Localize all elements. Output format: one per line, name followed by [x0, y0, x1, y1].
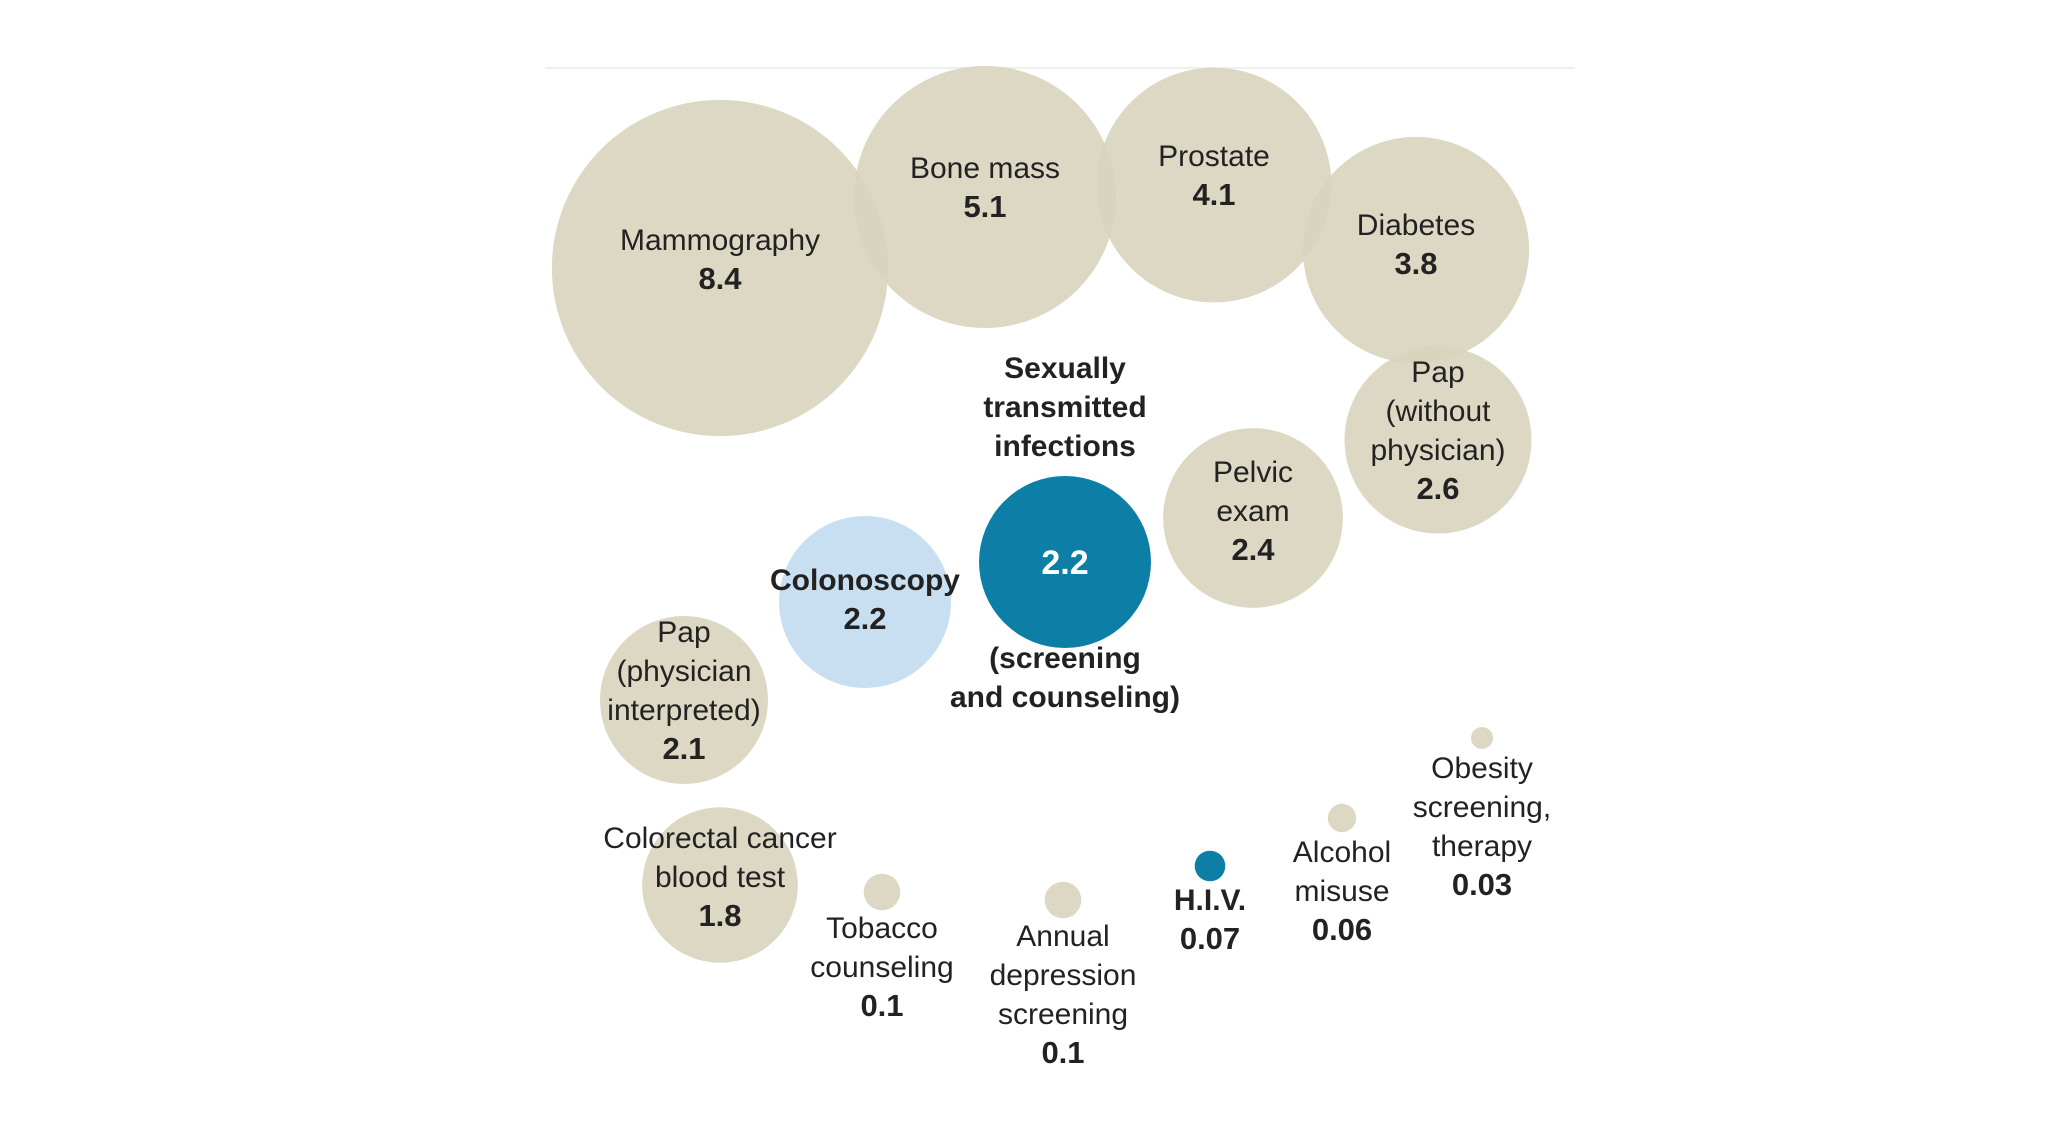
labels-layer: Mammography 8.4 Bone mass 5.1 Prostate 4.1 Dia…	[603, 140, 1551, 1070]
label-group-hiv: H.I.V. 0.07	[1174, 884, 1246, 956]
bubble-value: 2.1	[662, 731, 705, 766]
bubble-label-line: Prostate	[1158, 140, 1270, 173]
bubble-tobacco	[863, 873, 901, 911]
bubbles-layer	[551, 66, 1532, 963]
bubble-label-line: Sexually	[1004, 352, 1126, 385]
label-group-pap-physician: Pap (physician interpreted) 2.1	[607, 616, 760, 766]
label-group-alcohol: Alcohol misuse 0.06	[1293, 836, 1391, 947]
bubble-pelvic	[1163, 428, 1343, 608]
label-group-mammography: Mammography 8.4	[620, 224, 820, 296]
bubble-value: 5.1	[963, 189, 1006, 224]
bubble-value: 2.2	[1041, 544, 1088, 582]
bubble-label-line: Pelvic	[1213, 456, 1293, 489]
bubble-value: 0.07	[1180, 921, 1240, 956]
bubble-alcohol	[1327, 803, 1357, 833]
bubble-colonoscopy	[779, 516, 951, 688]
bubble-label-line: transmitted	[983, 391, 1146, 424]
bubble-value: 0.03	[1452, 867, 1512, 902]
bubble-label-line: misuse	[1294, 875, 1389, 908]
bubble-depression	[1044, 881, 1082, 919]
bubble-mammography	[551, 99, 889, 437]
bubble-label-line: interpreted)	[607, 694, 760, 727]
label-group-pap-without: Pap (without physician) 2.6	[1370, 356, 1505, 506]
label-group-tobacco: Tobacco counseling 0.1	[810, 912, 953, 1023]
bubble-label-line: counseling	[810, 951, 953, 984]
bubble-label-line: therapy	[1432, 830, 1532, 863]
bubble-label-line: depression	[990, 959, 1137, 992]
label-group-prostate: Prostate 4.1	[1158, 140, 1270, 212]
bubble-value: 2.6	[1416, 471, 1459, 506]
label-group-pelvic: Pelvic exam 2.4	[1213, 456, 1293, 567]
bubble-diabetes	[1302, 136, 1530, 364]
bubble-label-line: blood test	[655, 861, 786, 894]
bubble-value: 0.1	[1041, 1035, 1084, 1070]
bubble-label-line: screening	[998, 998, 1128, 1031]
bubble-label-line: Mammography	[620, 224, 820, 257]
label-group-colonoscopy: Colonoscopy 2.2	[770, 564, 960, 636]
bubble-label-line: Colonoscopy	[770, 564, 960, 597]
bubble-value: 2.2	[843, 601, 886, 636]
label-group-sti: Sexually transmitted infections 2.2 (screeni…	[950, 352, 1180, 714]
bubble-sti	[979, 476, 1151, 648]
bubble-label-line: Pap	[657, 616, 710, 649]
bubble-label-line: physician)	[1370, 434, 1505, 467]
bubble-label-line: Annual	[1016, 920, 1109, 953]
bubble-value: 8.4	[698, 261, 742, 296]
bubble-colorectal	[642, 807, 798, 963]
bubble-label-line: (without	[1385, 395, 1491, 428]
label-group-bone-mass: Bone mass 5.1	[910, 152, 1060, 224]
bubble-value: 3.8	[1394, 246, 1437, 281]
bubble-label-line: (physician	[616, 655, 751, 688]
bubble-label-line: Pap	[1411, 356, 1464, 389]
bubble-label-line: Alcohol	[1293, 836, 1391, 869]
bubble-label-line: Colorectal cancer	[603, 822, 836, 855]
bubble-label-line: Tobacco	[826, 912, 938, 945]
label-group-obesity: Obesity screening, therapy 0.03	[1413, 752, 1551, 902]
bubble-label-line: Obesity	[1431, 752, 1533, 785]
bubble-value: 1.8	[698, 898, 741, 933]
bubble-label-line: exam	[1216, 495, 1289, 528]
label-group-diabetes: Diabetes 3.8	[1357, 209, 1475, 281]
bubble-hiv	[1194, 850, 1226, 882]
bubble-label-line: infections	[994, 430, 1136, 463]
bubble-label-line: H.I.V.	[1174, 884, 1246, 917]
bubble-value: 0.1	[860, 988, 903, 1023]
bubble-label-line: screening,	[1413, 791, 1551, 824]
bubble-bone-mass	[854, 66, 1116, 328]
bubble-prostate	[1096, 67, 1332, 303]
bubble-obesity	[1471, 727, 1493, 749]
bubble-value: 4.1	[1192, 177, 1235, 212]
bubble-label-line: and counseling)	[950, 681, 1180, 714]
label-group-depression: Annual depression screening 0.1	[990, 920, 1137, 1070]
bubble-label-line: (screening	[989, 642, 1141, 675]
bubble-value: 0.06	[1312, 912, 1372, 947]
bubble-value: 2.4	[1231, 532, 1275, 567]
bubble-pap-without	[1344, 346, 1532, 534]
bubble-label-line: Diabetes	[1357, 209, 1475, 242]
label-group-colorectal: Colorectal cancer blood test 1.8	[603, 822, 836, 933]
bubble-pap-physician	[600, 616, 768, 784]
bubble-label-line: Bone mass	[910, 152, 1060, 185]
